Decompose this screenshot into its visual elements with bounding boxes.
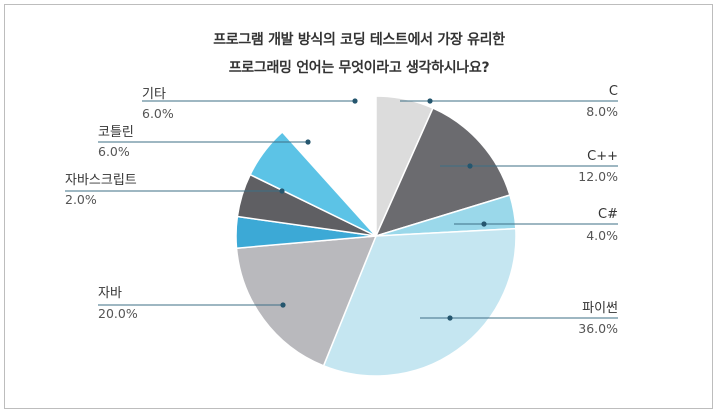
leader-dot-5 [279,188,285,194]
pie-slice-7 [249,130,377,237]
slice-value-label-5: 2.0% [65,192,97,207]
pie-slice-4 [235,235,378,367]
leader-lines [65,98,618,321]
leader-dot-1 [467,163,473,169]
slice-value-label-7: 6.0% [142,106,174,121]
leader-dot-2 [481,221,487,227]
slice-label-7: 기타 [142,87,166,102]
leader-dot-7 [352,98,358,104]
slice-value-label-3: 36.0% [578,321,618,336]
slice-label-1: C++ [587,149,618,164]
slice-value-label-2: 4.0% [586,228,618,243]
slice-label-0: C [609,84,618,99]
slice-value-label-4: 20.0% [98,306,138,321]
leader-dot-3 [447,315,453,321]
chart-title: 프로그램 개발 방식의 코딩 테스트에서 가장 유리한 [213,32,505,48]
slice-value-label-1: 12.0% [578,169,618,184]
leader-dot-6 [305,139,311,145]
leader-dot-0 [427,98,433,104]
slice-label-4: 자바 [98,286,122,301]
slice-value-label-0: 8.0% [586,104,618,119]
leader-dot-4 [280,302,286,308]
slice-value-label-6: 6.0% [98,144,130,159]
slice-label-6: 코틀린 [98,125,134,140]
chart-subtitle: 프로그래밍 언어는 무엇이라고 생각하시나요? [228,60,490,76]
pie-slice-3 [322,227,517,377]
slice-label-2: C# [598,207,618,222]
slice-label-3: 파이썬 [582,301,618,316]
slice-labels: C 8.0% C++ 12.0% C# 4.0% 파이썬 36.0% 자바 20.0% 자바스크립트… [65,84,618,336]
pie-slice-1 [374,107,511,238]
pie-slices [235,95,517,377]
slice-label-5: 자바스크립트 [65,173,137,188]
